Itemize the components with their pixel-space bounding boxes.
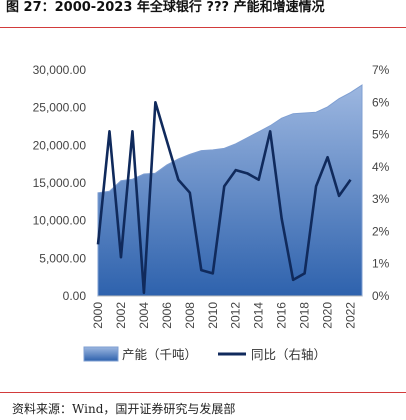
y-left-tick-label: 25,000.00 <box>33 101 87 115</box>
x-tick-label: 2018 <box>298 302 312 329</box>
x-tick-label: 2008 <box>183 302 197 329</box>
y-right-tick-label: 6% <box>372 95 390 109</box>
y-left-tick-label: 30,000.00 <box>33 63 87 77</box>
y-right-tick-label: 7% <box>372 63 390 77</box>
x-tick-label: 2002 <box>114 302 128 329</box>
figure-title: 图 27：2000-2023 年全球银行 ??? 产能和增速情况 <box>6 0 325 15</box>
bottom-rule <box>0 392 406 393</box>
x-tick-label: 2012 <box>229 302 243 329</box>
x-tick-label: 2004 <box>137 302 151 329</box>
chart: 0.00 5,000.00 10,000.00 15,000.00 20,000.00 2… <box>33 63 390 362</box>
x-tick-label: 2016 <box>275 302 289 329</box>
x-tick-label: 2014 <box>252 302 266 329</box>
y-right-tick-label: 3% <box>372 192 390 206</box>
x-tick-label: 2022 <box>344 302 358 329</box>
y-right-tick-label: 4% <box>372 160 390 174</box>
y-left-tick-label: 10,000.00 <box>33 214 87 228</box>
x-tick-label: 2020 <box>321 302 335 329</box>
legend-label-yoy: 同比（右轴） <box>251 347 326 362</box>
x-tick-label: 2000 <box>91 302 105 329</box>
x-tick-label: 2010 <box>206 302 220 329</box>
y-right-tick-label: 5% <box>372 128 390 142</box>
y-left-tick-label: 0.00 <box>63 289 87 303</box>
top-rule <box>0 27 406 28</box>
y-left-tick-label: 20,000.00 <box>33 138 87 152</box>
y-left-tick-label: 15,000.00 <box>33 176 87 190</box>
y-right-tick-label: 1% <box>372 257 390 271</box>
y-left-tick-label: 5,000.00 <box>39 251 86 265</box>
legend-swatch-capacity <box>83 346 119 362</box>
x-tick-label: 2006 <box>160 302 174 329</box>
legend-label-capacity: 产能（千吨） <box>122 347 197 362</box>
y-right-tick-label: 2% <box>372 224 390 238</box>
line-series-yoy <box>96 100 352 295</box>
y-right-tick-label: 0% <box>372 289 390 303</box>
source-note: 资料来源：Wind，国开证券研究与发展部 <box>12 402 236 416</box>
